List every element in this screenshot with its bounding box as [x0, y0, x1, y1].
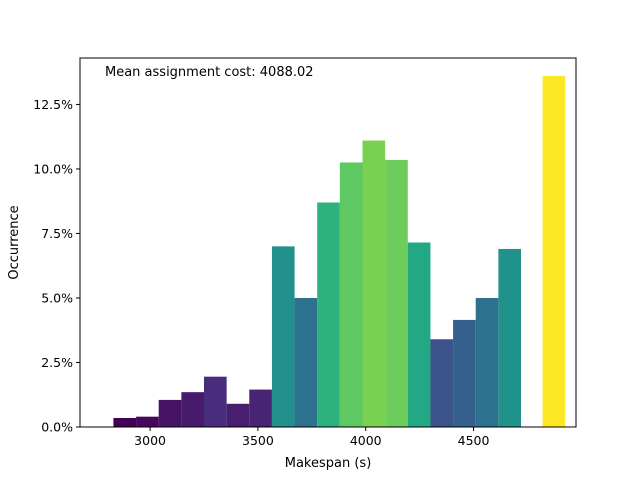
- x-tick-label: 3500: [242, 433, 274, 448]
- x-tick-label: 4000: [350, 433, 382, 448]
- histogram-bar-1: [136, 416, 159, 427]
- histogram-bar-2: [158, 399, 182, 427]
- histogram-bar-14: [430, 339, 454, 427]
- histogram-bar-4: [204, 376, 227, 427]
- x-tick-label: 4500: [458, 433, 490, 448]
- histogram-bar-13: [407, 242, 431, 427]
- x-axis-label: Makespan (s): [285, 456, 372, 471]
- histogram-bar-7: [271, 246, 295, 427]
- bars-group: [113, 76, 566, 428]
- x-axis-ticks: 3000 3500 4000 4500: [134, 427, 490, 448]
- histogram-bar-12: [385, 159, 408, 427]
- y-tick-label: 2.5%: [41, 355, 73, 370]
- histogram-bar-17: [498, 248, 522, 427]
- histogram-bar-8: [294, 297, 318, 427]
- histogram-bar-0: [113, 417, 137, 427]
- histogram-bar-9: [317, 202, 340, 427]
- histogram-bar-18: [542, 76, 566, 428]
- y-axis-ticks: 0.0% 2.5% 5.0% 7.5% 10.0% 12.5%: [33, 97, 80, 435]
- y-tick-label: 12.5%: [33, 97, 73, 112]
- y-axis-label: Occurrence: [7, 205, 22, 279]
- mean-cost-annotation: Mean assignment cost: 4088.02: [105, 65, 314, 80]
- axes-frame: [79, 57, 577, 428]
- histogram-bar-10: [339, 162, 363, 427]
- histogram-bar-16: [475, 297, 499, 427]
- y-tick-label: 5.0%: [41, 290, 73, 305]
- histogram-bar-11: [362, 140, 386, 427]
- x-tick-label: 3000: [134, 433, 166, 448]
- histogram-bar-3: [181, 392, 204, 427]
- histogram-bar-6: [249, 389, 272, 427]
- y-tick-label: 0.0%: [41, 420, 73, 435]
- histogram-bar-15: [453, 319, 476, 427]
- y-tick-label: 7.5%: [41, 226, 73, 241]
- y-tick-label: 10.0%: [33, 161, 73, 176]
- histogram-bar-5: [226, 403, 250, 427]
